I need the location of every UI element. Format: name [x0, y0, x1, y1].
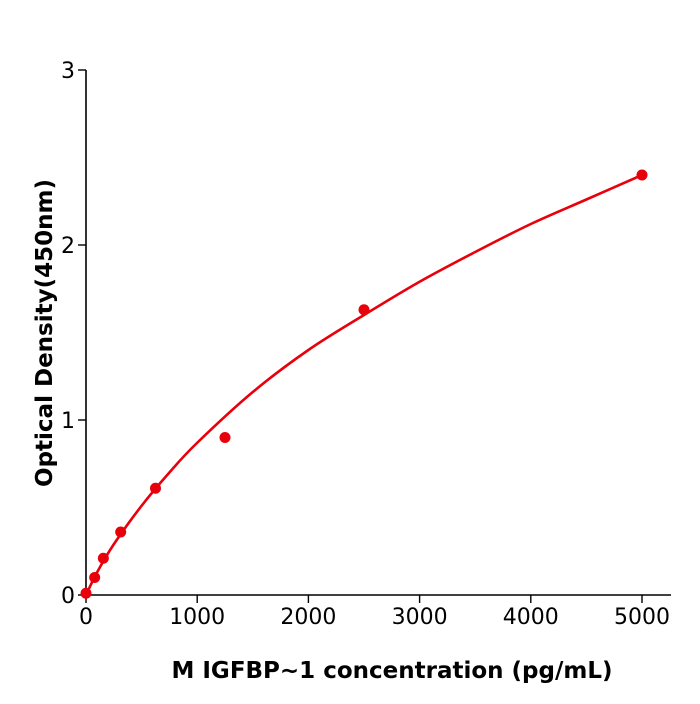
y-tick-label: 1	[61, 409, 75, 434]
x-tick-label: 1000	[169, 605, 225, 630]
data-points	[80, 169, 648, 599]
x-tick-label: 3000	[392, 605, 448, 630]
data-point	[115, 526, 127, 538]
y-axis-label: Optical Density(450nm)	[32, 179, 58, 487]
fit-curve	[84, 173, 643, 596]
y-tick-label: 3	[61, 59, 75, 84]
x-tick-label: 4000	[503, 605, 559, 630]
x-ticks: 0 1000 2000 3000 4000 5000	[79, 595, 670, 630]
data-point	[219, 432, 231, 443]
x-axis-label: M IGFBP~1 concentration (pg/mL)	[171, 658, 612, 684]
data-point	[358, 304, 370, 316]
x-tick-label: 5000	[614, 605, 670, 630]
data-point	[97, 552, 109, 564]
data-point	[150, 482, 161, 494]
x-tick-label: 2000	[280, 605, 336, 630]
x-tick-label: 0	[79, 605, 93, 630]
data-point	[80, 587, 92, 599]
y-ticks: 0 1 2 3	[61, 59, 86, 609]
y-tick-label: 2	[61, 234, 75, 259]
axes	[85, 70, 671, 596]
data-point	[636, 169, 648, 181]
y-tick-label: 0	[61, 584, 75, 609]
data-point	[89, 572, 101, 583]
